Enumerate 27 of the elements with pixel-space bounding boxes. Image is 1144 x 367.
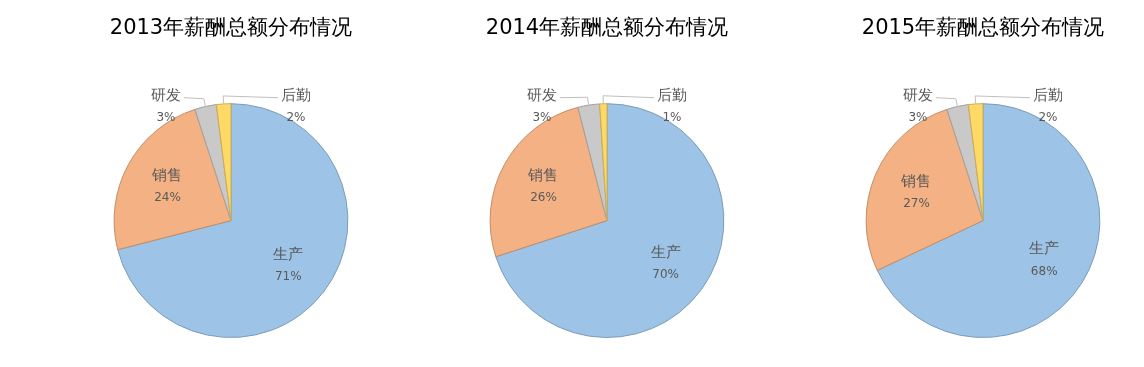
slice-label: 生产 — [650, 243, 681, 262]
slice-label: 销售 — [527, 165, 559, 184]
slice-label: 后勤 — [657, 85, 687, 104]
data-label: 71% — [274, 269, 302, 284]
data-label: 3% — [532, 109, 552, 124]
chart-title: 2013年薪酬总额分布情况 — [109, 15, 353, 40]
data-label: 68% — [1030, 263, 1058, 278]
slice-label: 研发 — [903, 85, 933, 104]
data-label: 2% — [1038, 109, 1058, 124]
data-label: 3% — [156, 109, 176, 124]
slice-label: 销售 — [151, 165, 183, 184]
slice-label: 后勤 — [281, 85, 311, 104]
chart-title: 2015年薪酬总额分布情况 — [861, 15, 1105, 40]
data-label: 2% — [286, 109, 306, 124]
data-label: 26% — [530, 189, 557, 204]
slice-label: 研发 — [151, 85, 181, 104]
data-label: 27% — [903, 195, 930, 210]
data-label: 24% — [154, 189, 181, 204]
data-label: 70% — [652, 267, 679, 282]
slice-label: 生产 — [273, 244, 304, 263]
slice-label: 销售 — [900, 171, 932, 190]
data-label: 3% — [908, 109, 928, 124]
chart-title: 2014年薪酬总额分布情况 — [485, 15, 729, 40]
slice-label: 生产 — [1029, 239, 1060, 258]
slice-label: 研发 — [527, 85, 557, 104]
data-label: 1% — [662, 109, 682, 124]
slice-label: 后勤 — [1033, 85, 1063, 104]
